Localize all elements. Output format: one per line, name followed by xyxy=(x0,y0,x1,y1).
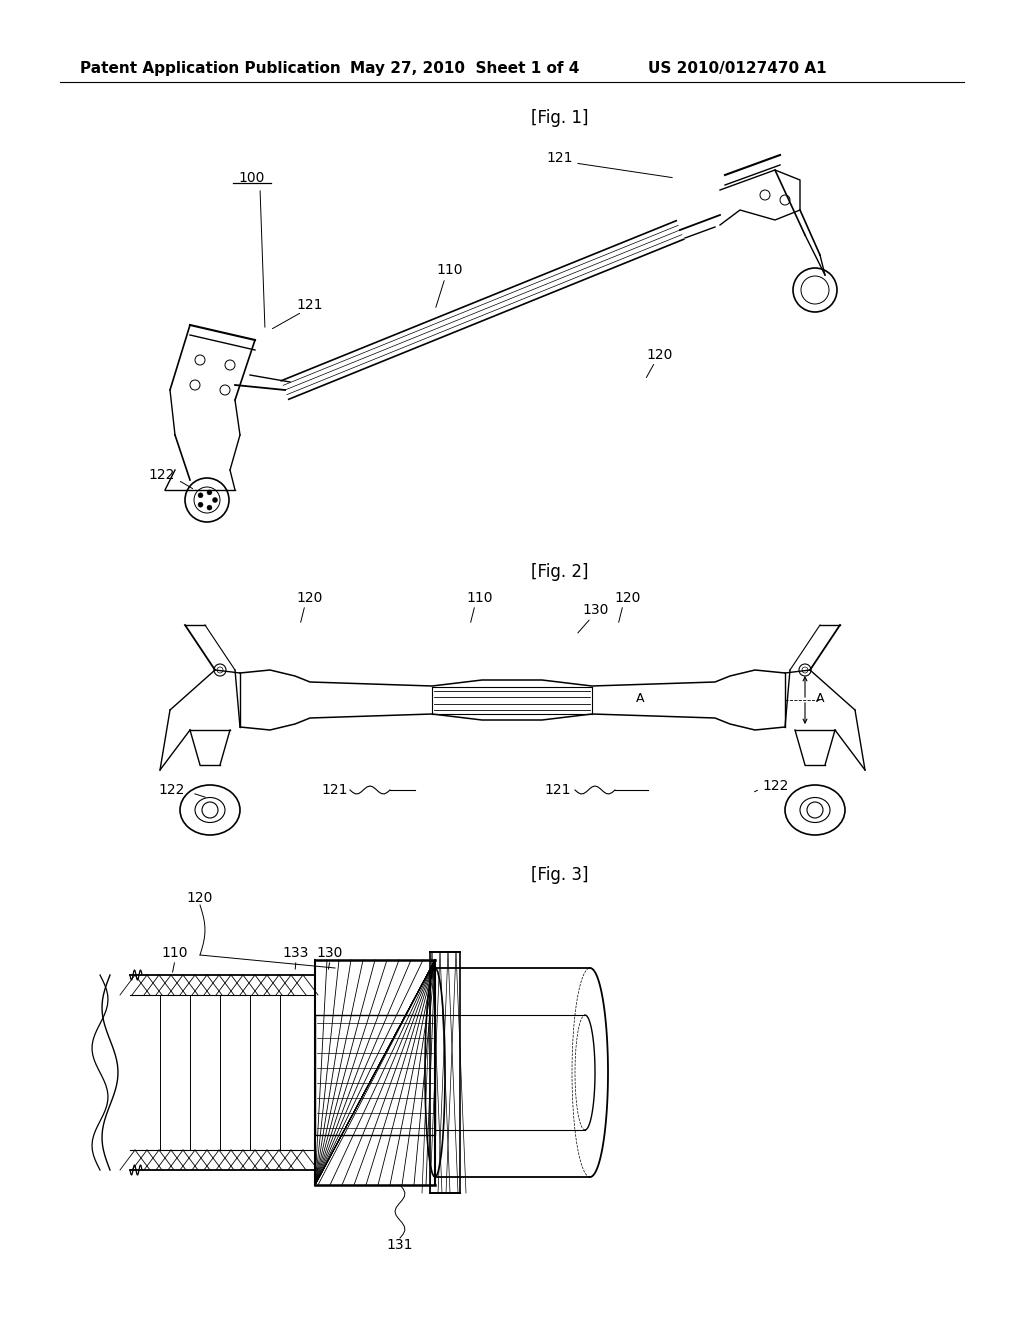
Circle shape xyxy=(207,490,212,495)
Circle shape xyxy=(198,492,203,498)
Bar xyxy=(315,1015,435,1135)
Text: 122: 122 xyxy=(159,783,185,797)
Text: 122: 122 xyxy=(763,779,790,793)
Text: [Fig. 1]: [Fig. 1] xyxy=(531,110,589,127)
Text: [Fig. 3]: [Fig. 3] xyxy=(531,866,589,884)
Text: 120: 120 xyxy=(647,348,673,362)
Text: May 27, 2010  Sheet 1 of 4: May 27, 2010 Sheet 1 of 4 xyxy=(350,61,580,75)
Circle shape xyxy=(807,803,823,818)
Text: US 2010/0127470 A1: US 2010/0127470 A1 xyxy=(648,61,826,75)
Text: 110: 110 xyxy=(162,946,188,960)
Text: 100: 100 xyxy=(239,172,265,185)
Text: 133: 133 xyxy=(283,946,309,960)
Text: A: A xyxy=(816,692,824,705)
Text: 120: 120 xyxy=(614,591,641,605)
Circle shape xyxy=(202,803,218,818)
Circle shape xyxy=(198,502,203,507)
Text: 131: 131 xyxy=(387,1238,414,1251)
Text: 121: 121 xyxy=(297,298,324,312)
Text: 110: 110 xyxy=(467,591,494,605)
Text: 121: 121 xyxy=(545,783,571,797)
Text: [Fig. 2]: [Fig. 2] xyxy=(531,564,589,581)
Text: 120: 120 xyxy=(297,591,324,605)
Text: 130: 130 xyxy=(583,603,609,616)
Text: 120: 120 xyxy=(186,891,213,906)
Bar xyxy=(315,960,435,1185)
Text: 130: 130 xyxy=(316,946,343,960)
Text: 121: 121 xyxy=(322,783,348,797)
Text: 110: 110 xyxy=(437,263,463,277)
Text: 122: 122 xyxy=(148,469,175,482)
Text: 121: 121 xyxy=(547,150,573,165)
Circle shape xyxy=(213,498,217,503)
Text: A: A xyxy=(636,692,644,705)
Text: Patent Application Publication: Patent Application Publication xyxy=(80,61,341,75)
Circle shape xyxy=(207,506,212,510)
